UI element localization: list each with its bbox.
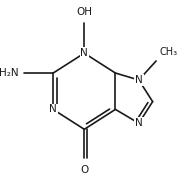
Text: N: N: [135, 75, 143, 85]
Text: O: O: [80, 165, 88, 175]
Text: N: N: [49, 104, 57, 114]
Text: OH: OH: [76, 7, 92, 17]
Text: CH₃: CH₃: [159, 48, 178, 57]
Text: H₂N: H₂N: [0, 68, 19, 78]
Text: N: N: [81, 48, 88, 58]
Text: N: N: [135, 118, 143, 128]
